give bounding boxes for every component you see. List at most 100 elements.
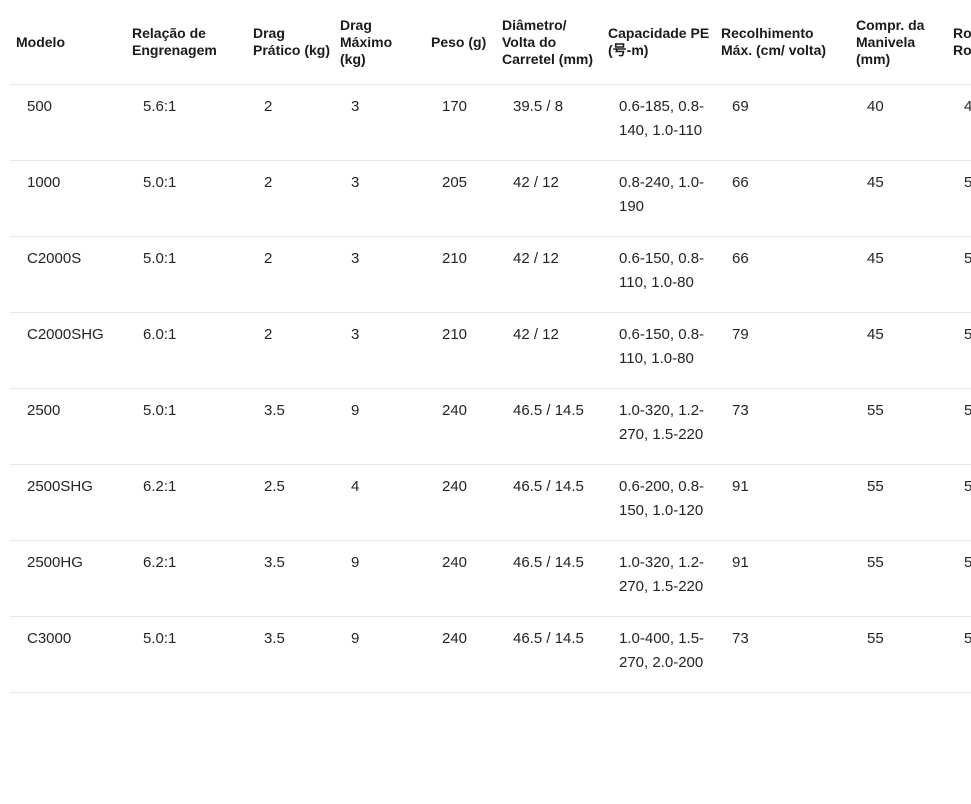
cell-gear: 5.0:1 <box>126 160 247 237</box>
cell-modelo: C3000 <box>10 616 126 693</box>
cell-gear: 5.0:1 <box>126 388 247 465</box>
column-header-diametro: Diâmetro/ Volta do Carretel (mm) <box>496 0 602 85</box>
cell-gear: 6.0:1 <box>126 312 247 389</box>
cell-modelo: 2500 <box>10 388 126 465</box>
cell-capacidade: 0.6-185, 0.8-140, 1.0-110 <box>602 84 715 161</box>
cell-rolamentos: 5 / 1 <box>947 464 971 541</box>
cell-gear: 5.6:1 <box>126 84 247 161</box>
cell-rolamentos: 5 / 1 <box>947 388 971 465</box>
cell-drag_pratico: 3.5 <box>247 388 334 465</box>
cell-drag_maximo: 3 <box>334 236 425 313</box>
column-header-modelo: Modelo <box>10 0 126 85</box>
cell-capacidade: 0.6-150, 0.8-110, 1.0-80 <box>602 312 715 389</box>
table-body: 500 5.6:1 2 3 170 39.5 / 8 0.6-185, 0.8-140, 1… <box>10 84 971 693</box>
cell-diametro: 39.5 / 8 <box>496 84 602 161</box>
cell-drag_pratico: 3.5 <box>247 616 334 693</box>
cell-peso: 210 <box>425 312 496 389</box>
cell-diametro: 46.5 / 14.5 <box>496 464 602 541</box>
table-header: Modelo Relação de Engrenagem Drag Prático … <box>10 0 971 85</box>
cell-drag_pratico: 2 <box>247 84 334 161</box>
column-header-drag_maximo: Drag Máximo (kg) <box>334 0 425 85</box>
table-row: 1000 5.0:1 2 3 205 42 / 12 0.8-240, 1.0-190 66 4… <box>10 160 971 237</box>
cell-drag_maximo: 4 <box>334 464 425 541</box>
cell-drag_maximo: 3 <box>334 160 425 237</box>
table-row: 2500SHG 6.2:1 2.5 4 240 46.5 / 14.5 0.6-200, 0… <box>10 464 971 541</box>
cell-rolamentos: 5 / 1 <box>947 540 971 617</box>
cell-manivela: 55 <box>850 616 947 693</box>
cell-diametro: 46.5 / 14.5 <box>496 388 602 465</box>
table-row: 2500HG 6.2:1 3.5 9 240 46.5 / 14.5 1.0-320, 1.… <box>10 540 971 617</box>
table-row: 2500 5.0:1 3.5 9 240 46.5 / 14.5 1.0-320, 1.2-… <box>10 388 971 465</box>
cell-gear: 5.0:1 <box>126 616 247 693</box>
cell-diametro: 46.5 / 14.5 <box>496 616 602 693</box>
cell-capacidade: 1.0-400, 1.5-270, 2.0-200 <box>602 616 715 693</box>
cell-drag_pratico: 2.5 <box>247 464 334 541</box>
cell-drag_maximo: 9 <box>334 540 425 617</box>
cell-rolamentos: 5 / 1 <box>947 616 971 693</box>
cell-modelo: C2000S <box>10 236 126 313</box>
cell-peso: 240 <box>425 464 496 541</box>
cell-rolamentos: 4 / 1 <box>947 84 971 161</box>
column-header-recolhimento: Recolhimento Máx. (cm/ volta) <box>715 0 850 85</box>
column-header-rolamentos: Rolamentos/ Rolos <box>947 0 971 85</box>
cell-recolhimento: 66 <box>715 236 850 313</box>
column-header-peso: Peso (g) <box>425 0 496 85</box>
cell-modelo: 2500HG <box>10 540 126 617</box>
cell-gear: 6.2:1 <box>126 540 247 617</box>
cell-manivela: 45 <box>850 160 947 237</box>
cell-modelo: C2000SHG <box>10 312 126 389</box>
cell-gear: 5.0:1 <box>126 236 247 313</box>
cell-peso: 210 <box>425 236 496 313</box>
cell-manivela: 45 <box>850 312 947 389</box>
reel-specs-table: Modelo Relação de Engrenagem Drag Prático … <box>10 0 971 693</box>
cell-peso: 240 <box>425 388 496 465</box>
cell-diametro: 42 / 12 <box>496 236 602 313</box>
table-row: C3000 5.0:1 3.5 9 240 46.5 / 14.5 1.0-400, 1.5… <box>10 616 971 693</box>
header-row: Modelo Relação de Engrenagem Drag Prático … <box>10 0 971 85</box>
cell-modelo: 2500SHG <box>10 464 126 541</box>
cell-manivela: 40 <box>850 84 947 161</box>
column-header-capacidade: Capacidade PE (号-m) <box>602 0 715 85</box>
cell-recolhimento: 79 <box>715 312 850 389</box>
cell-drag_maximo: 3 <box>334 312 425 389</box>
cell-modelo: 1000 <box>10 160 126 237</box>
table-row: C2000SHG 6.0:1 2 3 210 42 / 12 0.6-150, 0.8-11… <box>10 312 971 389</box>
cell-drag_maximo: 9 <box>334 388 425 465</box>
cell-drag_maximo: 9 <box>334 616 425 693</box>
cell-capacidade: 0.6-200, 0.8-150, 1.0-120 <box>602 464 715 541</box>
cell-drag_pratico: 2 <box>247 312 334 389</box>
cell-manivela: 45 <box>850 236 947 313</box>
cell-diametro: 46.5 / 14.5 <box>496 540 602 617</box>
column-header-gear: Relação de Engrenagem <box>126 0 247 85</box>
table-row: 500 5.6:1 2 3 170 39.5 / 8 0.6-185, 0.8-140, 1… <box>10 84 971 161</box>
cell-peso: 170 <box>425 84 496 161</box>
cell-manivela: 55 <box>850 540 947 617</box>
cell-recolhimento: 91 <box>715 540 850 617</box>
cell-peso: 240 <box>425 616 496 693</box>
cell-recolhimento: 73 <box>715 388 850 465</box>
cell-rolamentos: 5 / 1 <box>947 312 971 389</box>
column-header-manivela: Compr. da Manivela (mm) <box>850 0 947 85</box>
cell-capacidade: 0.8-240, 1.0-190 <box>602 160 715 237</box>
cell-recolhimento: 91 <box>715 464 850 541</box>
cell-gear: 6.2:1 <box>126 464 247 541</box>
cell-drag_pratico: 2 <box>247 160 334 237</box>
table-row: C2000S 5.0:1 2 3 210 42 / 12 0.6-150, 0.8-110,… <box>10 236 971 313</box>
cell-rolamentos: 5 / 1 <box>947 160 971 237</box>
cell-diametro: 42 / 12 <box>496 160 602 237</box>
column-header-drag_pratico: Drag Prático (kg) <box>247 0 334 85</box>
cell-capacidade: 0.6-150, 0.8-110, 1.0-80 <box>602 236 715 313</box>
cell-recolhimento: 73 <box>715 616 850 693</box>
cell-diametro: 42 / 12 <box>496 312 602 389</box>
cell-manivela: 55 <box>850 464 947 541</box>
cell-recolhimento: 69 <box>715 84 850 161</box>
cell-capacidade: 1.0-320, 1.2-270, 1.5-220 <box>602 540 715 617</box>
cell-rolamentos: 5 / 1 <box>947 236 971 313</box>
cell-drag_pratico: 3.5 <box>247 540 334 617</box>
cell-capacidade: 1.0-320, 1.2-270, 1.5-220 <box>602 388 715 465</box>
cell-peso: 240 <box>425 540 496 617</box>
cell-manivela: 55 <box>850 388 947 465</box>
cell-recolhimento: 66 <box>715 160 850 237</box>
cell-modelo: 500 <box>10 84 126 161</box>
cell-peso: 205 <box>425 160 496 237</box>
